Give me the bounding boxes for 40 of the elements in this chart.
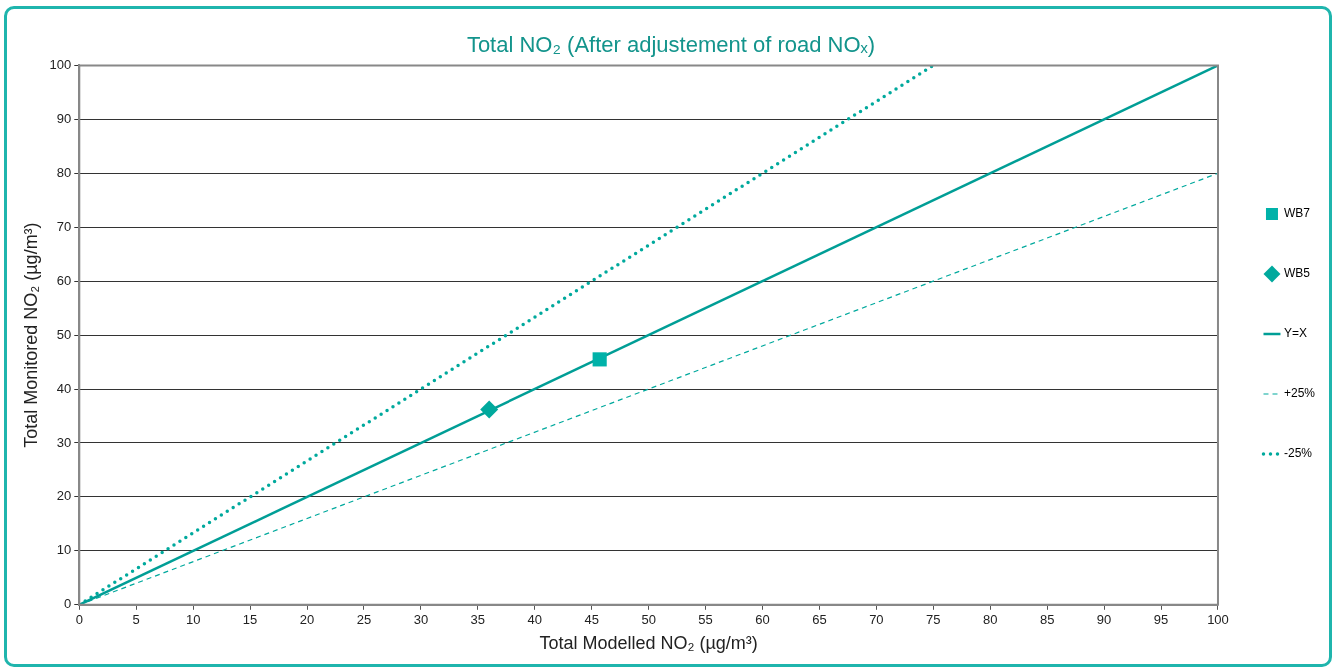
y-tick-label: 100 xyxy=(49,56,72,72)
x-tick-label: 70 xyxy=(869,612,884,628)
y-tick-label: 10 xyxy=(56,542,72,558)
y-tick-label: 50 xyxy=(56,326,72,342)
y-tick-label: 80 xyxy=(56,164,72,180)
x-tick-label: 35 xyxy=(470,612,486,628)
x-tick-label: 50 xyxy=(641,612,656,628)
x-tick-label: 95 xyxy=(1153,612,1169,628)
x-tick-label: 75 xyxy=(926,612,941,628)
y-tick-label: 20 xyxy=(56,488,72,504)
y-tick-label: 60 xyxy=(56,272,72,288)
x-tick-label: 0 xyxy=(75,612,83,628)
x-tick-label: 100 xyxy=(1207,612,1229,628)
x-tick-label: 10 xyxy=(185,612,201,628)
x-tick-label: 90 xyxy=(1096,612,1112,628)
legend-label: Y=X xyxy=(1283,326,1307,341)
y-tick-label: 30 xyxy=(56,434,72,450)
chart-title: Total NO₂ (After adjustement of road NOₓ) xyxy=(466,32,876,58)
x-tick-label: 45 xyxy=(584,612,599,628)
x-tick-label: 20 xyxy=(299,612,315,628)
x-tick-label: 5 xyxy=(132,612,140,628)
y-tick-label: 0 xyxy=(64,596,72,612)
x-axis-title: Total Modelled NO₂ (µg/m³) xyxy=(539,633,758,654)
x-tick-label: 85 xyxy=(1039,612,1055,628)
y-tick-label: 90 xyxy=(56,110,72,126)
x-tick-label: 65 xyxy=(812,612,827,628)
legend-label: WB5 xyxy=(1283,266,1311,281)
x-tick-label: 40 xyxy=(527,612,542,628)
x-tick-label: 25 xyxy=(356,612,372,628)
y-axis-title: Total Monitored NO₂ (µg/m³) xyxy=(20,222,41,448)
x-tick-label: 60 xyxy=(755,612,770,628)
x-tick-label: 30 xyxy=(413,612,429,628)
y-tick-label: 70 xyxy=(56,218,72,234)
y-tick-label: 40 xyxy=(56,380,72,396)
legend-label: +25% xyxy=(1283,386,1316,401)
legend-label: -25% xyxy=(1283,446,1313,461)
x-tick-label: 15 xyxy=(242,612,258,628)
legend-label: WB7 xyxy=(1283,206,1311,221)
x-tick-label: 55 xyxy=(698,612,713,628)
x-tick-label: 80 xyxy=(983,612,998,628)
